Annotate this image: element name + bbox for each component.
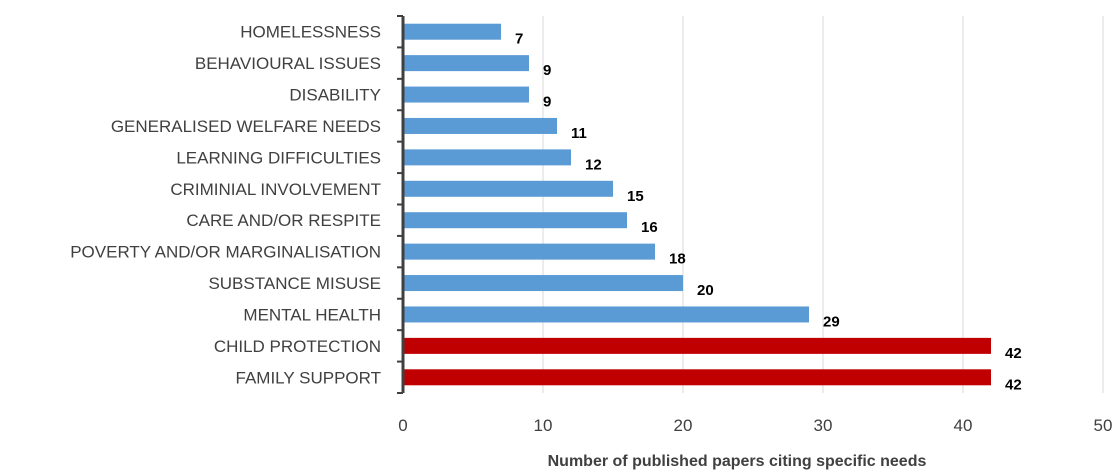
- data-label: 29: [823, 313, 840, 330]
- x-axis-title: Number of published papers citing specif…: [548, 453, 927, 470]
- category-label: HOMELESSNESS: [240, 23, 381, 42]
- bar: [403, 55, 529, 72]
- category-label: BEHAVIOURAL ISSUES: [195, 54, 381, 73]
- bar: [403, 86, 529, 103]
- category-label: POVERTY AND/OR MARGINALISATION: [70, 243, 381, 262]
- category-label: LEARNING DIFFICULTIES: [176, 148, 381, 167]
- x-tick-label: 0: [398, 416, 407, 435]
- category-label: CHILD PROTECTION: [214, 337, 381, 356]
- data-label: 42: [1005, 376, 1022, 393]
- bar: [403, 369, 991, 386]
- category-label: FAMILY SUPPORT: [236, 368, 382, 387]
- category-label: MENTAL HEALTH: [243, 305, 381, 324]
- x-tick-label: 30: [814, 416, 833, 435]
- data-label: 15: [627, 188, 644, 205]
- data-label: 18: [669, 251, 686, 268]
- bar: [403, 23, 501, 40]
- category-label: CARE AND/OR RESPITE: [186, 211, 381, 230]
- category-label: CRIMINIAL INVOLVEMENT: [170, 180, 381, 199]
- bar: [403, 275, 683, 292]
- bar: [403, 180, 613, 197]
- bars: [403, 23, 991, 386]
- x-tick-label: 20: [674, 416, 693, 435]
- data-label: 12: [585, 156, 602, 173]
- data-label: 42: [1005, 345, 1022, 362]
- data-label: 11: [571, 125, 587, 142]
- bar: [403, 337, 991, 354]
- category-label: GENERALISED WELFARE NEEDS: [111, 117, 381, 136]
- x-tick-labels: 0 10 20 30 40 50: [398, 416, 1112, 435]
- x-tick-label: 10: [534, 416, 553, 435]
- bar: [403, 306, 809, 323]
- bar: [403, 243, 655, 260]
- category-label: DISABILITY: [289, 86, 381, 105]
- x-tick-label: 50: [1094, 416, 1113, 435]
- y-axis: [397, 15, 405, 394]
- bar: [403, 117, 557, 134]
- category-label: SUBSTANCE MISUSE: [208, 274, 381, 293]
- data-labels: 7 9 9 11 12 15 16 18 20 29 42 42: [515, 31, 1022, 394]
- data-label: 16: [641, 219, 658, 236]
- gridlines: [542, 16, 1104, 393]
- data-label: 7: [515, 31, 523, 48]
- category-labels: HOMELESSNESS BEHAVIOURAL ISSUES DISABILITY…: [70, 23, 381, 388]
- x-tick-label: 40: [954, 416, 973, 435]
- data-label: 20: [697, 282, 714, 299]
- data-label: 9: [543, 62, 551, 79]
- bar: [403, 212, 627, 229]
- bar: [403, 149, 571, 166]
- data-label: 9: [543, 94, 551, 111]
